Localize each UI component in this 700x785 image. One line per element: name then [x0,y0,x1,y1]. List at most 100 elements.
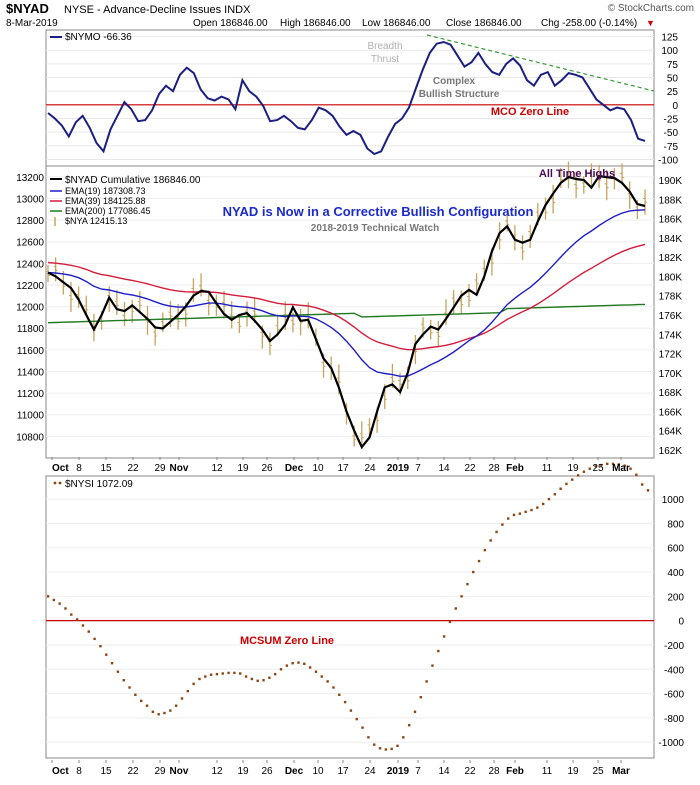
nymo-tick-label: 25 [667,87,679,98]
ema200-legend-label: EMA(200) 177086.45 [65,206,151,216]
nysi-point [303,662,306,665]
nyad-legend: $NYAD Cumulative 186846.00 EMA(19) 18730… [50,175,201,226]
nymo-tick-label: -50 [664,128,679,139]
x-axis-bot-tick-label: 12 [211,766,223,777]
x-axis-bot-tick-label: Mar [612,766,630,777]
nysi-point [128,686,131,689]
trendline [426,34,655,92]
ema19-legend-label: EMA(19) 187308.73 [65,186,146,196]
nysi-point [227,671,230,675]
ema39-legend-label: EMA(39) 184125.88 [65,196,146,206]
nysi-point [646,489,650,492]
nysi-point [320,675,323,678]
x-axis-bot-tick-label: 19 [567,766,579,777]
x-axis-mid-tick-label: Oct [52,463,69,474]
x-axis-mid-tick-label: Feb [506,463,524,474]
nyad-right-tick-label: 180K [659,272,683,283]
change-label: Chg -258.00 (-0.14%) [541,18,637,29]
nysi-point [332,686,335,689]
nyad-right-tick-label: 178K [659,292,683,303]
nysi-point [58,602,61,605]
nysi-point [373,743,376,746]
nymo-tick-label: 75 [667,60,679,71]
nysi-point [134,693,137,696]
x-axis-bot-tick-label: 2019 [387,766,410,777]
nyad-left-tick-label: 11800 [17,324,45,335]
axis-ticks-layer: 1251007550250-25-50-75-10013200130001280… [16,33,684,750]
mcsum-zero-label: MCSUM Zero Line [240,635,334,647]
nysi-point [576,474,580,477]
x-axis-bot-tick-label: 22 [464,766,476,777]
nyad-left-tick-label: 12200 [16,281,44,292]
complex-label: Complex [433,76,476,87]
nymo-series-layer [47,40,646,156]
nyad-series-layer [46,161,647,450]
x-axis-mid-tick-label: 8 [76,463,82,474]
x-axis-mid-tick-label: 17 [337,463,349,474]
x-axis-bot-tick-label: 29 [154,766,166,777]
x-axis-mid-tick-label: 11 [542,463,553,474]
nysi-point [355,717,358,721]
nysi-point [157,713,160,716]
nysi-point [52,598,56,602]
nyad-right-tick-label: 172K [659,350,683,361]
nysi-point [250,677,254,681]
nysi-point [466,582,469,586]
nysi-point [75,618,79,621]
nysi-point [87,630,90,633]
nyad-right-tick-label: 174K [659,330,683,341]
nyad-right-tick-label: 188K [659,195,683,206]
nysi-point [530,508,533,512]
close-label: Close 186846.00 [446,18,522,29]
nysi-tick-label: -200 [664,641,684,652]
nyad-line [47,174,646,450]
x-axis-bot-tick-label: 8 [76,766,82,777]
nyad-left-tick-label: 11400 [17,367,45,378]
nymo-tick-label: 125 [661,33,678,44]
x-axis-bot-tick-label: 14 [438,766,450,777]
open-label: Open 186846.00 [193,18,268,29]
x-axis-bot-tick-label: 17 [337,766,349,777]
nysi-point [425,680,428,683]
nysi-point [431,664,434,667]
nysi-point [343,700,347,704]
nysi-point [495,530,498,534]
nysi-point [617,463,621,466]
nysi-tick-label: -400 [664,665,684,676]
nysi-tick-label: -800 [664,714,684,725]
x-axis-bot-tick-label: 26 [261,766,273,777]
nysi-point [192,682,195,686]
x-axis-mid-tick-label: Dec [285,463,304,474]
nymo-tick-label: -75 [664,142,679,153]
x-axis-mid-tick-label: 26 [261,463,273,474]
ema39-line [47,243,646,351]
nysi-point [635,473,638,476]
nysi-point [46,595,50,598]
nysi-point [611,462,615,466]
nysi-tick-label: 800 [667,519,684,530]
nya-legend-label: $NYA 12415.13 [65,216,127,226]
x-axis-mid-tick-label: 15 [100,463,112,474]
nysi-point [553,493,556,496]
nysi-point [93,637,96,641]
nysi-point [547,497,551,501]
nyad-left-tick-label: 12400 [16,259,44,270]
nysi-point [140,699,143,703]
nyad-left-tick-label: 13000 [16,194,44,205]
nysi-point [629,467,632,470]
nysi-point [262,679,265,682]
nysi-point [151,710,155,714]
nysi-point [256,679,259,683]
x-axis-bot-tick-label: 24 [364,766,376,777]
x-axis-mid-tick-label: Mar [612,463,630,474]
nysi-point [506,517,510,520]
x-axis-bot-tick-label: 7 [415,766,421,777]
nyad-left-tick-label: 10800 [16,432,44,443]
nyad-right-tick-label: 190K [659,176,683,187]
nysi-point [448,620,452,624]
nysi-point [582,470,586,473]
x-axis-mid-tick-label: 22 [127,463,139,474]
nysi-point [419,696,423,699]
nysi-point [204,675,207,678]
